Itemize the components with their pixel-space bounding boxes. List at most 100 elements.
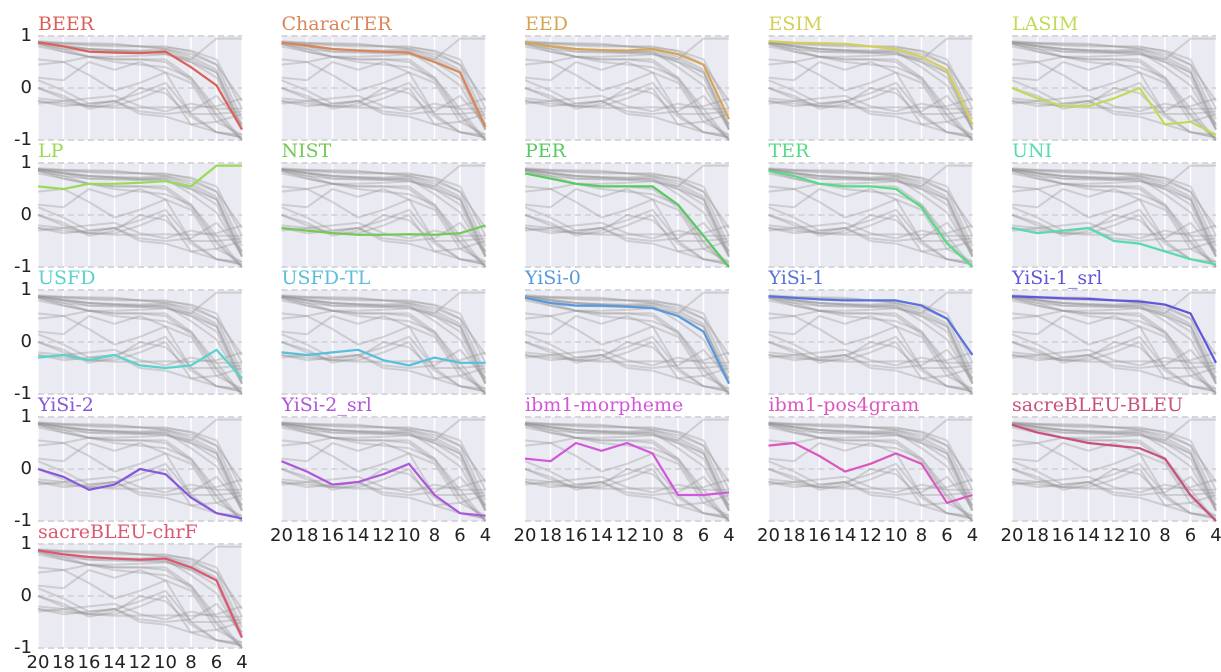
background-line bbox=[37, 97, 243, 109]
background-line bbox=[37, 295, 243, 374]
background-line bbox=[37, 295, 243, 356]
background-line bbox=[37, 296, 243, 385]
x-tick-label: 20 bbox=[270, 525, 293, 546]
background-line bbox=[524, 188, 730, 250]
y-tick-label: -1 bbox=[14, 637, 32, 658]
background-line bbox=[1011, 40, 1217, 125]
background-line bbox=[1011, 315, 1217, 377]
background-line bbox=[768, 42, 974, 141]
panel-title: TER bbox=[769, 140, 811, 162]
x-tick-label: 4 bbox=[480, 525, 491, 546]
background-line bbox=[37, 426, 243, 522]
panel-title: YiSi-1 bbox=[768, 267, 825, 289]
background-line bbox=[37, 587, 243, 644]
highlight-line bbox=[768, 40, 974, 125]
background-line bbox=[768, 341, 973, 393]
x-tick-label: 8 bbox=[1159, 525, 1170, 546]
background-line bbox=[768, 42, 974, 141]
background-line bbox=[281, 422, 487, 512]
background-line bbox=[37, 423, 243, 522]
background-line bbox=[1011, 315, 1217, 369]
background-line bbox=[281, 299, 487, 395]
background-line bbox=[524, 315, 730, 369]
background-line bbox=[1011, 299, 1217, 395]
background-line bbox=[1011, 214, 1217, 266]
background-line bbox=[524, 295, 730, 374]
background-line bbox=[768, 422, 974, 509]
background-line bbox=[37, 167, 243, 252]
background-line bbox=[37, 100, 243, 139]
x-tick-label: 14 bbox=[1077, 525, 1100, 546]
background-line bbox=[768, 422, 974, 512]
background-line bbox=[37, 602, 243, 634]
background-line bbox=[1011, 295, 1217, 374]
background-line bbox=[524, 168, 730, 255]
background-line bbox=[37, 341, 243, 390]
background-line bbox=[768, 478, 973, 490]
background-line bbox=[768, 315, 973, 377]
background-line bbox=[37, 168, 243, 229]
background-line bbox=[281, 423, 487, 522]
background-line bbox=[768, 295, 974, 382]
background-line bbox=[37, 478, 243, 490]
background-line bbox=[281, 100, 486, 139]
background-line bbox=[1011, 295, 1217, 385]
background-line bbox=[37, 168, 243, 247]
background-line bbox=[768, 42, 974, 131]
background-line bbox=[1011, 295, 1217, 382]
panel-title: ibm1-morpheme bbox=[525, 394, 683, 416]
background-line bbox=[281, 164, 486, 190]
background-line bbox=[281, 422, 487, 501]
x-tick-label: 4 bbox=[723, 525, 734, 546]
background-line bbox=[524, 422, 730, 501]
background-line bbox=[1011, 42, 1217, 131]
background-line bbox=[768, 214, 973, 266]
background-line bbox=[1011, 481, 1217, 520]
background-line bbox=[524, 354, 730, 393]
background-line bbox=[524, 418, 729, 444]
background-line bbox=[768, 100, 973, 139]
background-line bbox=[37, 37, 242, 63]
background-line bbox=[524, 422, 730, 483]
background-line bbox=[1011, 41, 1217, 131]
background-line bbox=[1011, 168, 1217, 258]
background-line bbox=[524, 169, 730, 258]
background-line bbox=[768, 422, 974, 501]
background-line bbox=[281, 172, 487, 268]
background-line bbox=[768, 79, 973, 136]
x-tick-label: 16 bbox=[808, 525, 831, 546]
background-line bbox=[768, 94, 973, 113]
background-line bbox=[1011, 423, 1217, 522]
background-line bbox=[37, 418, 242, 444]
background-line bbox=[281, 295, 487, 364]
background-line bbox=[281, 61, 486, 115]
background-line bbox=[1011, 61, 1217, 123]
background-line bbox=[768, 315, 973, 369]
y-tick-label: -1 bbox=[14, 510, 32, 531]
background-line bbox=[768, 422, 974, 491]
x-tick-label: 12 bbox=[616, 525, 639, 546]
background-line bbox=[768, 475, 974, 507]
background-line bbox=[524, 167, 730, 252]
background-line bbox=[524, 296, 730, 395]
background-line bbox=[1011, 97, 1217, 109]
x-tick-label: 8 bbox=[672, 525, 683, 546]
panel-title: NIST bbox=[282, 140, 332, 162]
x-tick-label: 16 bbox=[1052, 525, 1075, 546]
background-line bbox=[768, 296, 974, 395]
highlight-line bbox=[281, 224, 486, 236]
background-line bbox=[1011, 169, 1217, 268]
background-line bbox=[768, 87, 973, 139]
background-line bbox=[281, 41, 487, 131]
background-line bbox=[524, 348, 730, 380]
background-line bbox=[524, 478, 730, 490]
background-line bbox=[37, 548, 243, 633]
background-line bbox=[37, 94, 243, 126]
x-tick-label: 10 bbox=[1128, 525, 1151, 546]
background-line bbox=[1011, 41, 1217, 120]
panel-title: UNI bbox=[1012, 140, 1052, 162]
x-tick-label: 18 bbox=[52, 652, 75, 672]
background-line bbox=[37, 45, 243, 141]
background-line bbox=[281, 296, 487, 395]
background-line bbox=[37, 41, 243, 102]
